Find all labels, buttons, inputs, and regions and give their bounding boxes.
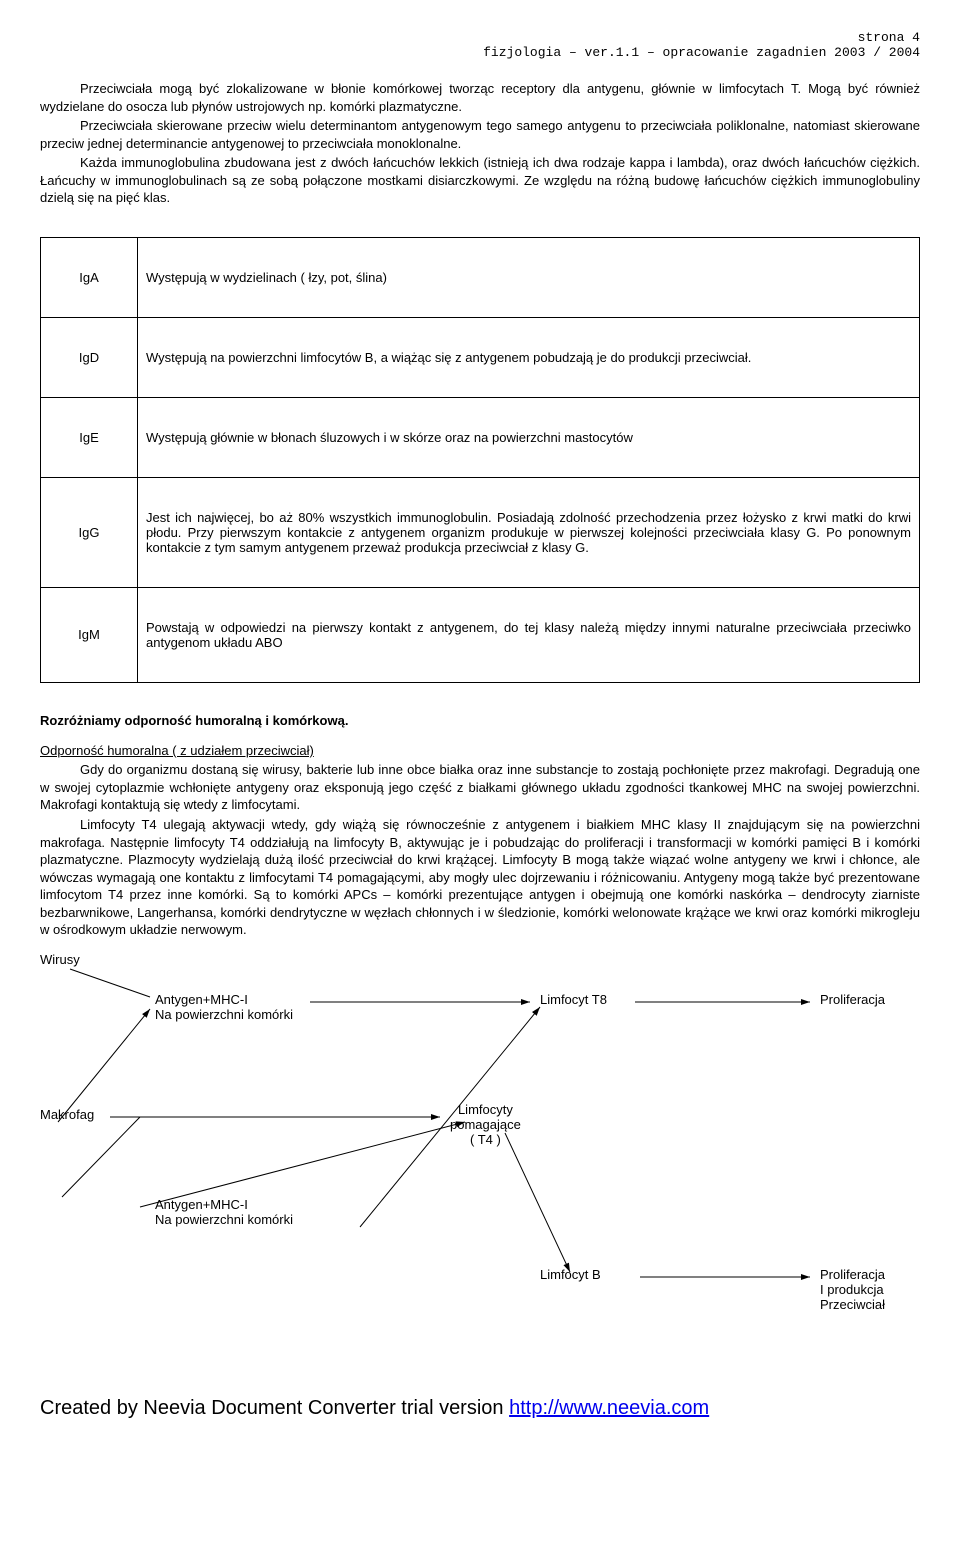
node-makrofag: Makrofag — [40, 1107, 94, 1122]
node-text: Przeciwciał — [820, 1297, 885, 1312]
immunity-diagram: Wirusy Antygen+MHC-I Na powierzchni komó… — [40, 947, 920, 1367]
node-t8: Limfocyt T8 — [540, 992, 607, 1007]
intro-para-1: Przeciwciała mogą być zlokalizowane w bł… — [40, 80, 920, 115]
table-row: IgG Jest ich najwięcej, bo aż 80% wszyst… — [41, 477, 920, 587]
node-text: Antygen+MHC-I — [155, 1197, 293, 1212]
node-antigen-2: Antygen+MHC-I Na powierzchni komórki — [155, 1197, 293, 1227]
node-limfocyt-b: Limfocyt B — [540, 1267, 601, 1282]
subsection-title: Odporność humoralna ( z udziałem przeciw… — [40, 742, 920, 760]
node-proliferacja-1: Proliferacja — [820, 992, 885, 1007]
node-antigen-1: Antygen+MHC-I Na powierzchni komórki — [155, 992, 293, 1022]
intro-para-3: Każda immunoglobulina zbudowana jest z d… — [40, 154, 920, 207]
footer-link[interactable]: http://www.neevia.com — [509, 1397, 709, 1419]
footer: Created by Neevia Document Converter tri… — [40, 1397, 920, 1420]
table-row: IgM Powstają w odpowiedzi na pierwszy ko… — [41, 587, 920, 682]
node-text: Limfocyty — [450, 1102, 521, 1117]
ig-desc: Powstają w odpowiedzi na pierwszy kontak… — [138, 587, 920, 682]
section-para-2: Limfocyty T4 ulegają aktywacji wtedy, gd… — [40, 816, 920, 939]
ig-desc: Występują na powierzchni limfocytów B, a… — [138, 317, 920, 397]
node-text: Na powierzchni komórki — [155, 1007, 293, 1022]
node-text: ( T4 ) — [450, 1132, 521, 1147]
node-helper: Limfocyty pomagające ( T4 ) — [450, 1102, 521, 1147]
ig-desc: Występują głównie w błonach śluzowych i … — [138, 397, 920, 477]
node-text: Proliferacja — [820, 1267, 885, 1282]
node-text: I produkcja — [820, 1282, 885, 1297]
table-row: IgE Występują głównie w błonach śluzowyc… — [41, 397, 920, 477]
page-header: strona 4 fizjologia – ver.1.1 – opracowa… — [40, 30, 920, 60]
node-text: Na powierzchni komórki — [155, 1212, 293, 1227]
section-para-1: Gdy do organizmu dostaną się wirusy, bak… — [40, 761, 920, 814]
node-wirusy: Wirusy — [40, 952, 80, 967]
ig-desc: Występują w wydzielinach ( łzy, pot, śli… — [138, 237, 920, 317]
intro-para-2: Przeciwciała skierowane przeciw wielu de… — [40, 117, 920, 152]
node-text: pomagające — [450, 1117, 521, 1132]
header-page-number: strona 4 — [40, 30, 920, 45]
immunoglobulin-table: IgA Występują w wydzielinach ( łzy, pot,… — [40, 237, 920, 683]
ig-label: IgG — [41, 477, 138, 587]
table-row: IgD Występują na powierzchni limfocytów … — [41, 317, 920, 397]
ig-label: IgM — [41, 587, 138, 682]
header-doc-title: fizjologia – ver.1.1 – opracowanie zagad… — [40, 45, 920, 60]
footer-text: Created by Neevia Document Converter tri… — [40, 1397, 509, 1419]
ig-label: IgE — [41, 397, 138, 477]
node-text: Antygen+MHC-I — [155, 992, 293, 1007]
section-title: Rozróżniamy odporność humoralną i komórk… — [40, 713, 920, 728]
ig-label: IgD — [41, 317, 138, 397]
node-proliferacja-2: Proliferacja I produkcja Przeciwciał — [820, 1267, 885, 1312]
ig-label: IgA — [41, 237, 138, 317]
table-row: IgA Występują w wydzielinach ( łzy, pot,… — [41, 237, 920, 317]
ig-desc: Jest ich najwięcej, bo aż 80% wszystkich… — [138, 477, 920, 587]
